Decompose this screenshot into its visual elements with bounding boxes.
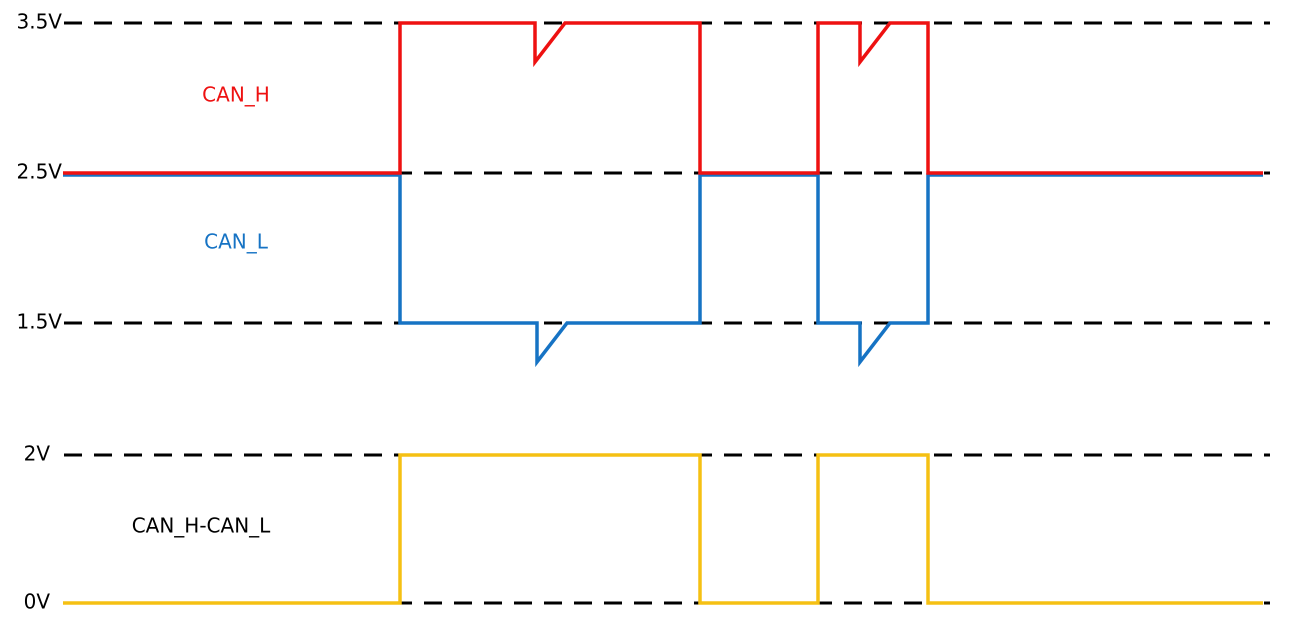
can-l-wave (63, 173, 1263, 368)
signal-label: CAN_H-CAN_L (132, 514, 271, 538)
level-label: 2.5V (17, 160, 63, 184)
level-label: 2V (24, 442, 51, 466)
signal-label: CAN_H (202, 83, 270, 107)
signal-label: CAN_L (204, 230, 269, 254)
differential-wave (63, 453, 1263, 605)
level-label: 0V (24, 590, 51, 614)
level-label: 1.5V (17, 310, 63, 334)
can-h-wave (63, 21, 1263, 175)
level-label: 3.5V (17, 10, 63, 34)
